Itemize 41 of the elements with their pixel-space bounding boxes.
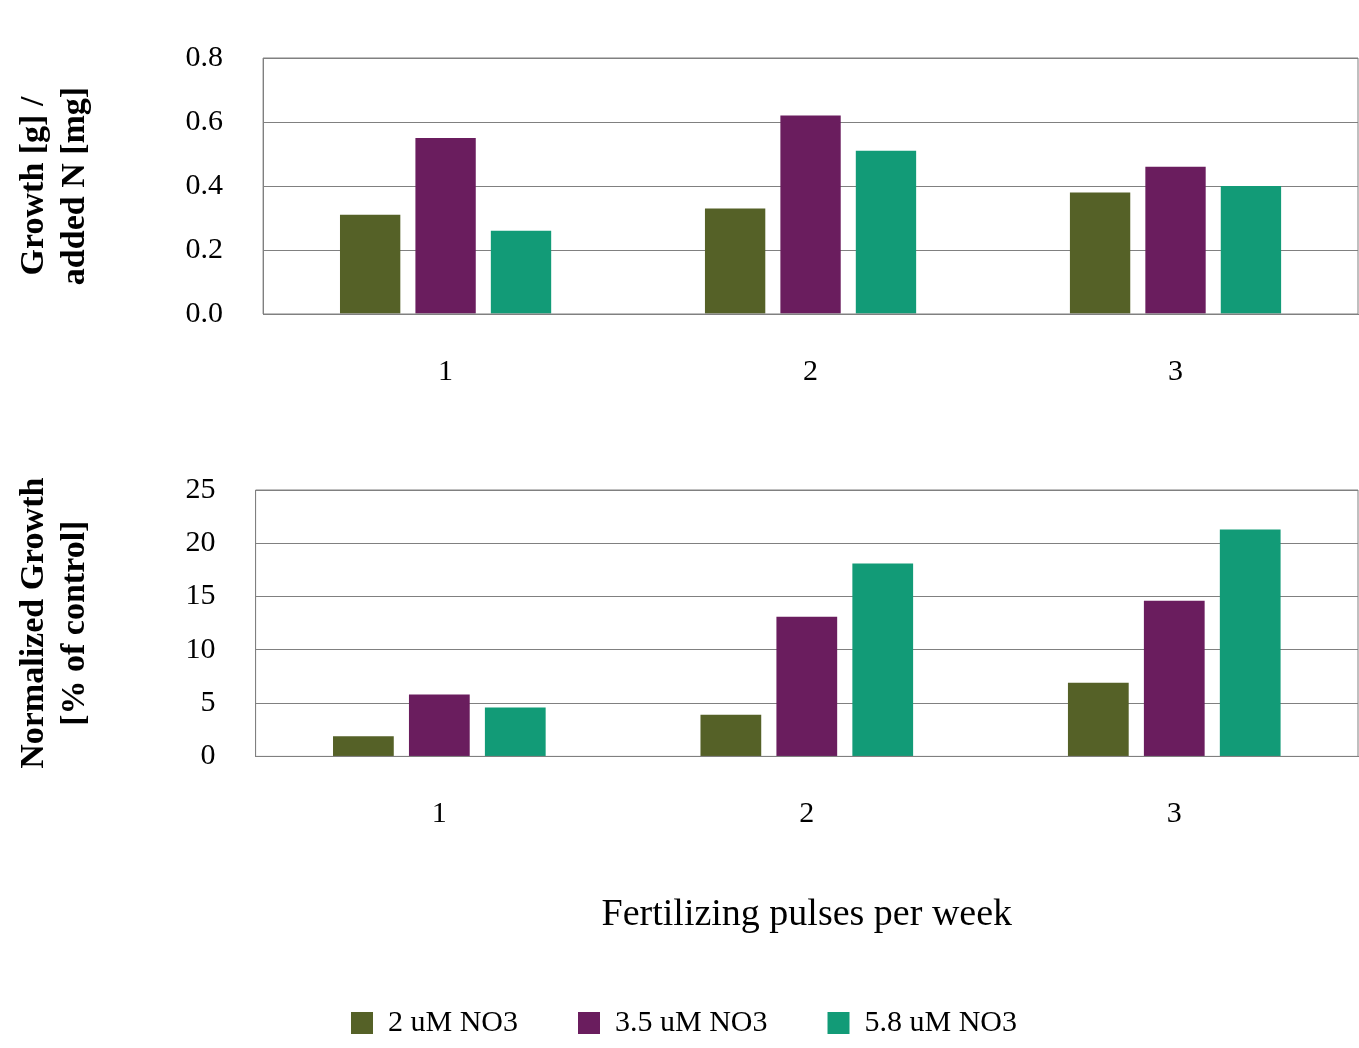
bar (415, 138, 476, 314)
x-tick-label: 3 (1166, 795, 1182, 829)
y-axis-title: Growth [g] / added N [mg] (13, 86, 91, 286)
bar (780, 115, 841, 314)
bar (1069, 192, 1131, 314)
bar (1145, 166, 1206, 314)
x-tick-label: 3 (1168, 352, 1184, 386)
y-tick-label: 0.6 (185, 102, 224, 136)
y-tick-label: 20 (185, 524, 216, 558)
bar (1220, 186, 1282, 314)
legend-label: 3.5 uM NO3 (615, 1003, 768, 1037)
bar (855, 150, 917, 314)
bar (339, 214, 401, 314)
bar (333, 736, 394, 756)
bar (852, 563, 914, 756)
y-tick-label: 0.2 (185, 230, 224, 264)
y-tick-label: 10 (185, 630, 216, 664)
y-tick-label: 0.4 (185, 166, 224, 200)
bar (408, 694, 470, 756)
y-tick-label: 0 (200, 737, 216, 771)
bar (1067, 682, 1129, 756)
bar (490, 230, 552, 314)
bar (484, 707, 546, 756)
bar (700, 714, 762, 756)
x-tick-label: 2 (803, 352, 819, 386)
y-tick-label: 15 (185, 577, 216, 611)
x-tick-label: 1 (431, 795, 447, 829)
bar (1219, 529, 1281, 756)
y-tick-label: 0.0 (185, 294, 224, 328)
x-tick-label: 1 (438, 352, 454, 386)
y-tick-label: 5 (200, 683, 216, 717)
bar (776, 616, 838, 756)
x-axis-title: Fertilizing pulses per week (601, 891, 1013, 934)
bar (704, 208, 766, 314)
legend-label: 5.8 uM NO3 (864, 1003, 1018, 1037)
y-tick-label: 0.8 (185, 38, 224, 72)
legend-label: 2 uM NO3 (387, 1003, 519, 1037)
bar (1143, 600, 1205, 756)
y-tick-label: 25 (185, 470, 216, 504)
y-axis-title: Normalized Growth [% of control] (13, 477, 91, 769)
x-tick-label: 2 (799, 795, 815, 829)
